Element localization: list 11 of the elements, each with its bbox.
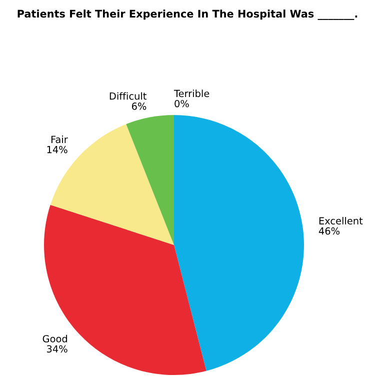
slice-label: Good — [42, 334, 67, 342]
slice-label: Difficult — [110, 92, 146, 100]
chart-title: Patients Felt Their Experience In The Hospital Was _______. — [18, 10, 358, 20]
data-label: 34% — [46, 345, 68, 353]
category-label: Terrible — [174, 90, 210, 98]
text: 0% — [174, 100, 189, 108]
slice-label: Fair — [51, 136, 68, 144]
data-label: 6% — [132, 102, 146, 110]
slice-label: Excellent — [319, 216, 363, 224]
data-label: 14% — [47, 146, 68, 154]
data-label: 46% — [318, 227, 340, 235]
